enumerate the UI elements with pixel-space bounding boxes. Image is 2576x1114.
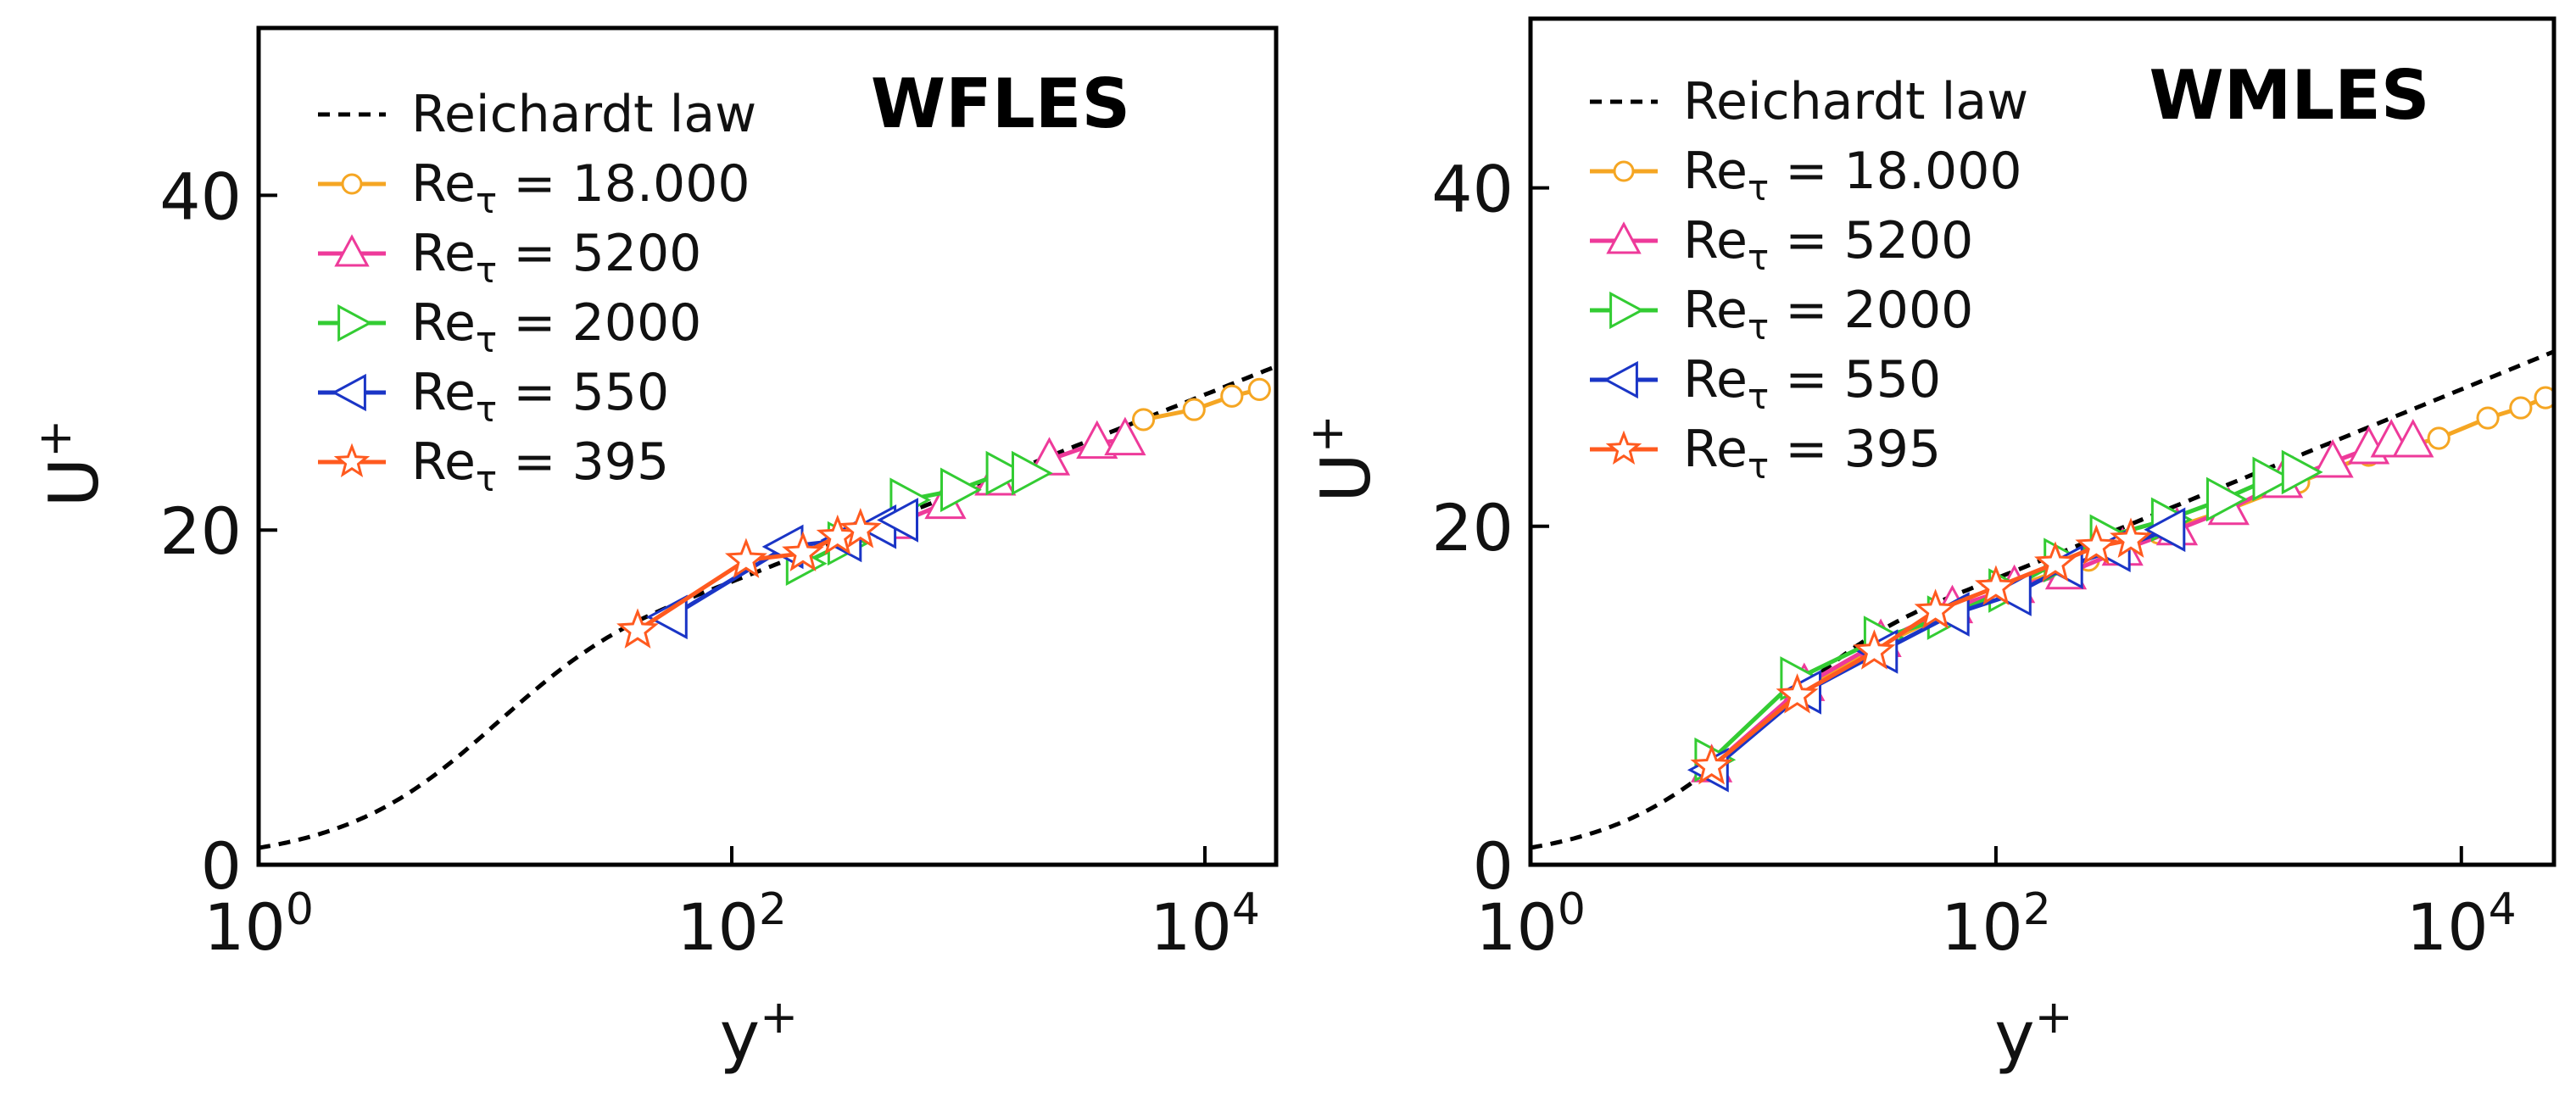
data-point <box>2110 517 2152 558</box>
legend-swatch-marker <box>1613 160 1635 182</box>
legend-swatch-marker <box>341 173 363 195</box>
series-18000 <box>1131 377 1271 432</box>
y-tick-label: 0 <box>1473 828 1514 904</box>
y-tick-label: 20 <box>159 493 242 569</box>
legend-label: Reτ = 395 <box>1683 420 1941 487</box>
data-point <box>2476 406 2500 430</box>
panel-title: WFLES <box>871 64 1130 143</box>
y-axis-title: U+ <box>28 420 114 508</box>
x-tick-label: 104 <box>1150 884 1260 965</box>
data-point <box>2311 439 2354 478</box>
data-point <box>877 498 918 543</box>
legend-swatch-marker <box>1606 221 1642 254</box>
data-point <box>1182 398 1206 421</box>
series-line <box>1143 387 1260 422</box>
legend-swatch-marker <box>334 234 370 267</box>
legend-swatch-marker <box>337 304 373 343</box>
x-tick-label: 104 <box>2406 884 2517 965</box>
legend-label: Reichardt law <box>1683 72 2028 131</box>
x-tick-label: 102 <box>677 884 787 965</box>
legend-label: Reτ = 5200 <box>411 224 701 291</box>
data-point <box>1131 408 1156 432</box>
x-axis-title: y+ <box>720 990 799 1076</box>
y-tick-label: 0 <box>201 828 242 904</box>
series-2000 <box>785 450 1053 587</box>
data-point <box>1853 629 1896 670</box>
data-point <box>2534 386 2554 409</box>
data-point <box>2392 419 2434 458</box>
legend-label: Reτ = 18.000 <box>1683 142 2022 209</box>
legend-label: Reτ = 5200 <box>1683 211 1973 278</box>
series-395 <box>1690 517 2152 785</box>
data-point <box>2206 476 2248 522</box>
series-395 <box>616 507 882 649</box>
series-line <box>1709 527 2169 772</box>
plot-area <box>1531 349 2554 850</box>
plot-frame <box>1528 16 2556 867</box>
data-point <box>1012 450 1053 496</box>
legend-label: Reichardt law <box>411 85 756 144</box>
series-line <box>1709 439 2413 769</box>
data-point <box>724 538 767 578</box>
data-point <box>2281 449 2323 495</box>
data-point <box>782 531 824 572</box>
legend-swatch-marker <box>1609 291 1645 330</box>
panel-wmles: 0 20 40 100 102 104 y+ U+ WMLES Reichardt law Reτ … <box>1300 16 2556 1076</box>
data-point <box>839 507 882 549</box>
panel-title: WMLES <box>2149 56 2429 135</box>
x-tick-label: 102 <box>1941 884 2051 965</box>
plot-frame <box>256 25 1279 867</box>
y-tick-label: 40 <box>159 159 242 234</box>
legend-label: Reτ = 2000 <box>411 293 701 360</box>
series-550 <box>645 498 918 640</box>
legend-swatch-marker <box>333 443 371 478</box>
data-point <box>1076 420 1118 460</box>
data-point <box>1974 565 2017 605</box>
panel-wfles: 0 20 40 100 102 104 y+ U+ WFLES Reichardt law Reτ … <box>28 25 1279 1076</box>
series-550 <box>1687 507 2186 793</box>
x-tick-label: 100 <box>1475 884 1586 965</box>
x-axis-title: y+ <box>1994 990 2073 1076</box>
data-point <box>1104 416 1146 456</box>
legend-swatch-marker <box>1603 360 1638 399</box>
legend-label: Reτ = 550 <box>1683 350 1941 417</box>
legend-label: Reτ = 18.000 <box>411 154 750 221</box>
data-point <box>2509 396 2533 420</box>
data-point <box>1690 744 1733 785</box>
series-2000 <box>1694 449 2323 783</box>
legend-label: Reτ = 395 <box>411 432 669 499</box>
data-point <box>1220 384 1244 408</box>
legend-swatch-marker <box>331 373 366 412</box>
data-point <box>985 450 1028 496</box>
plot-area <box>259 364 1276 850</box>
y-axis-title: U+ <box>1300 415 1386 503</box>
data-point <box>2427 426 2451 450</box>
data-point <box>1914 588 1957 629</box>
data-point <box>1776 673 1819 714</box>
data-point <box>940 467 982 513</box>
data-point <box>1247 377 1271 401</box>
data-point <box>2033 541 2077 582</box>
y-tick-label: 20 <box>1431 490 1514 565</box>
data-point <box>2144 507 2186 553</box>
legend-label: Reτ = 550 <box>411 363 669 430</box>
y-tick-label: 40 <box>1431 152 1514 227</box>
legend-label: Reτ = 2000 <box>1683 281 1973 348</box>
x-tick-label: 100 <box>204 884 314 965</box>
data-point <box>2075 524 2118 565</box>
data-point <box>2252 456 2294 502</box>
legend-swatch-marker <box>1605 430 1642 465</box>
data-point <box>616 608 659 649</box>
reichardt-law-line <box>259 364 1276 850</box>
